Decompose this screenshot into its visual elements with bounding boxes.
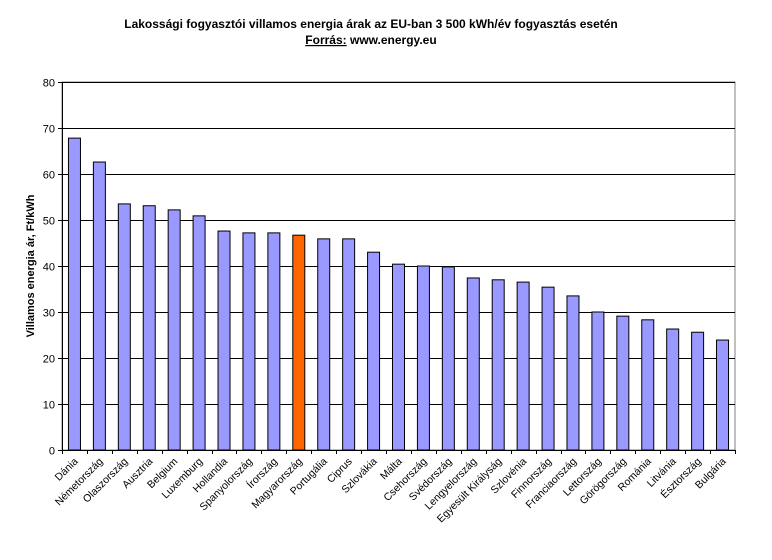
bar-9: [292, 234, 306, 451]
y-tick-label: 0: [49, 446, 55, 458]
chart-subtitle: Forrás: www.energy.eu: [305, 33, 436, 47]
bar-19: [541, 286, 555, 451]
bar-20: [566, 295, 580, 451]
y-tick-label: 80: [43, 78, 55, 90]
source-url: www.energy.eu: [349, 33, 437, 47]
bar-22: [616, 315, 630, 451]
y-tick-label: 10: [43, 400, 55, 412]
y-tick-label: 30: [43, 308, 55, 320]
y-tick-label: 60: [43, 170, 55, 182]
bar-16: [466, 277, 480, 451]
bar-0: [67, 137, 81, 451]
bar-24: [666, 328, 680, 451]
bar-13: [392, 263, 405, 451]
bar-1: [92, 161, 106, 451]
bar-17: [491, 279, 505, 451]
bar-18: [516, 281, 530, 451]
bar-15: [441, 266, 455, 451]
bar-4: [167, 209, 181, 451]
bar-7: [242, 232, 256, 451]
bar-25: [691, 331, 705, 451]
bar-2: [117, 203, 131, 451]
bar-21: [591, 311, 605, 451]
y-axis-label: Villamos energia ár, Ft/kWh: [25, 194, 37, 337]
chart-title: Lakossági fogyasztói villamos energia ár…: [124, 17, 618, 31]
y-tick-label: 70: [43, 124, 55, 136]
y-tick-label: 20: [43, 354, 55, 366]
source-label: Forrás:: [305, 33, 346, 47]
bar-11: [342, 238, 356, 451]
bar-10: [317, 238, 331, 451]
bar-8: [267, 232, 281, 451]
bar-23: [641, 319, 655, 451]
y-tick-label: 50: [43, 216, 55, 228]
bar-5: [192, 215, 206, 451]
y-tick-label: 40: [43, 262, 55, 274]
bar-6: [217, 230, 231, 451]
bar-26: [716, 339, 730, 451]
bar-12: [367, 251, 381, 451]
bar-3: [142, 205, 156, 451]
bar-14: [416, 265, 430, 451]
